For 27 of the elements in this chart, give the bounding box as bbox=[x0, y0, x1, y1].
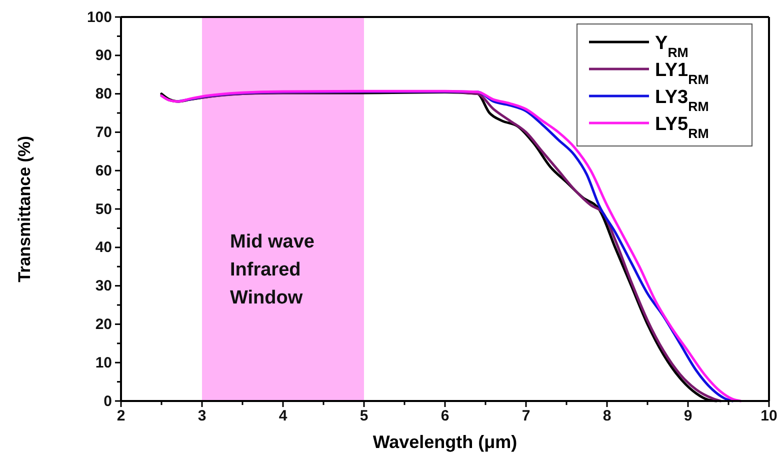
legend-label: LY1$_{RM}$ bbox=[655, 60, 709, 86]
x-tick-label: 3 bbox=[198, 408, 206, 425]
x-tick-label: 9 bbox=[684, 408, 692, 425]
x-axis-title: Wavelength (μm) bbox=[372, 432, 518, 452]
x-tick-label: 6 bbox=[440, 408, 450, 425]
x-tick-label: 5 bbox=[360, 408, 368, 425]
x-tick-label: 2 bbox=[116, 408, 126, 425]
y-tick-label: 90 bbox=[95, 47, 112, 64]
y-tick-label: 20 bbox=[95, 316, 112, 333]
y-tick-label: 60 bbox=[95, 162, 112, 180]
x-tick-label: 4 bbox=[278, 408, 288, 425]
x-tick-label: 8 bbox=[602, 408, 612, 425]
y-tick-label: 50 bbox=[95, 200, 112, 218]
y-tick-label: 80 bbox=[95, 86, 112, 103]
y-tick-label: 10 bbox=[95, 354, 112, 372]
y-tick-label: 40 bbox=[95, 239, 112, 256]
y-tick-label: 70 bbox=[95, 124, 112, 141]
y-axis-title: Transmittance (%) bbox=[15, 136, 34, 282]
legend-label: LY3$_{RM}$ bbox=[655, 87, 709, 114]
legend-label: LY5$_{RM}$ bbox=[655, 114, 709, 140]
legend-label: Y$_{RM}$ bbox=[655, 33, 688, 60]
y-tick-label: 30 bbox=[95, 278, 112, 295]
x-tick-label: 10 bbox=[760, 408, 778, 425]
y-tick-label: 100 bbox=[86, 8, 112, 26]
band-label: Mid wave Infrared Window bbox=[230, 231, 314, 308]
x-tick-label: 7 bbox=[522, 408, 530, 425]
y-tick-label: 0 bbox=[104, 392, 112, 410]
